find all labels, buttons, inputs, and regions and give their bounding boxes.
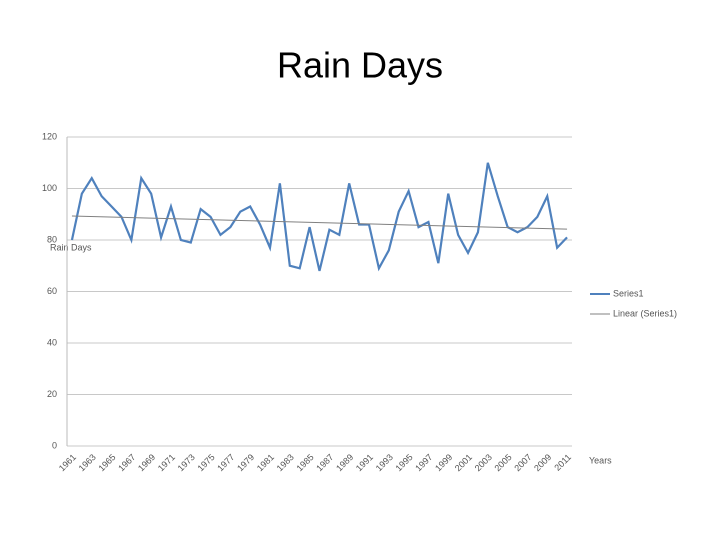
- x-tick-label: 1993: [374, 452, 395, 473]
- legend-label: Series1: [613, 288, 644, 298]
- x-tick-label: 1973: [176, 452, 197, 473]
- y-tick-label: 100: [42, 183, 57, 193]
- trend-line: [71, 215, 568, 230]
- x-tick-label: 2005: [492, 452, 513, 473]
- x-tick-label: 1997: [413, 452, 434, 473]
- chart-title: Rain Days: [277, 45, 443, 86]
- x-tick-label: 1979: [235, 452, 256, 473]
- y-tick-label: 120: [42, 131, 57, 141]
- x-tick-label: 1987: [314, 452, 335, 473]
- y-tick-label: 60: [47, 286, 57, 296]
- x-tick-label: 2001: [453, 452, 474, 473]
- x-tick-label: 2009: [532, 452, 553, 473]
- x-tick-label: 1961: [57, 452, 78, 473]
- x-tick-label: 2011: [552, 452, 573, 473]
- x-tick-label: 1989: [334, 452, 355, 473]
- legend-label: Linear (Series1): [613, 308, 677, 318]
- y-tick-label: 80: [47, 234, 57, 244]
- x-tick-label: 1963: [77, 452, 98, 473]
- x-tick-label: 1967: [116, 452, 137, 473]
- x-tick-label: 2003: [473, 452, 494, 473]
- x-axis-label: Years: [589, 455, 612, 465]
- x-tick-label: 1981: [255, 452, 276, 473]
- x-tick-label: 1985: [294, 452, 315, 473]
- x-tick-label: 1983: [275, 452, 296, 473]
- x-tick-label: 1975: [195, 452, 216, 473]
- x-tick-label: 1965: [96, 452, 117, 473]
- x-tick-label: 1991: [354, 452, 375, 473]
- y-tick-label: 40: [47, 337, 57, 347]
- x-tick-label: 1977: [215, 452, 236, 473]
- y-tick-label: 0: [52, 440, 57, 450]
- x-tick-label: 1971: [156, 452, 177, 473]
- y-tick-label: 20: [47, 389, 57, 399]
- x-tick-label: 1999: [433, 452, 454, 473]
- x-tick-label: 1969: [136, 452, 157, 473]
- x-tick-label: 1995: [393, 452, 414, 473]
- y-axis-label: Rain Days: [50, 242, 92, 252]
- series-line: [70, 162, 568, 272]
- x-tick-label: 2007: [512, 452, 533, 473]
